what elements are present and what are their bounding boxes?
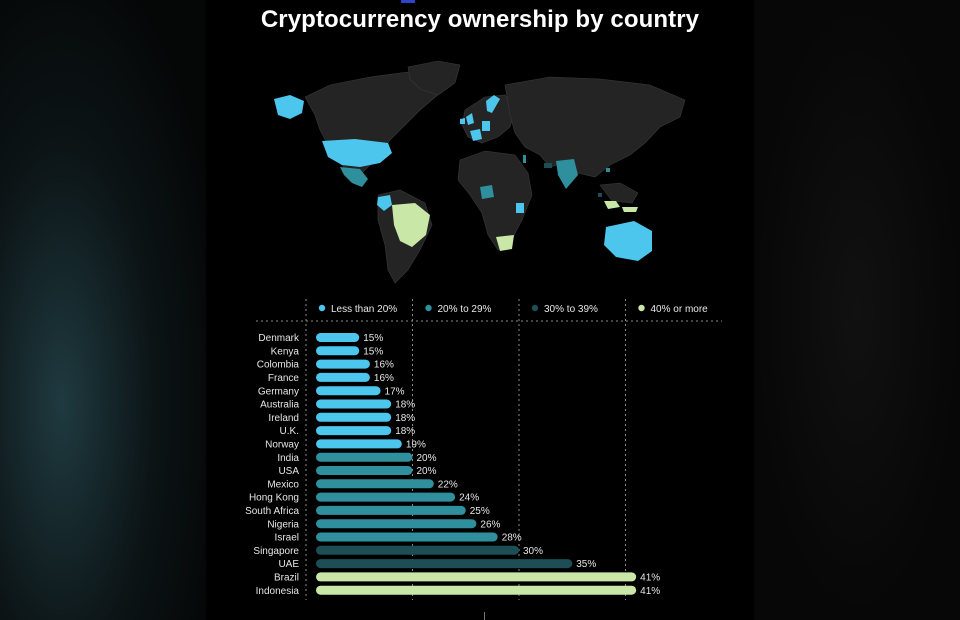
legend-label-2: 30% to 39% [544,304,598,315]
category-label: Mexico [267,479,299,490]
category-label: Australia [260,400,299,411]
value-label: 18% [395,400,415,411]
category-label: Denmark [258,333,300,344]
legend-swatch-1 [425,304,432,312]
category-label: USA [278,466,299,477]
map-norway [486,95,500,113]
map-colombia [377,195,392,211]
map-alaska [274,95,304,119]
map-brazil [392,203,430,247]
bar-brazil [316,572,637,582]
bar-australia [316,399,392,409]
category-label: Brazil [274,573,299,584]
chart-title: Cryptocurrency ownership by country [260,6,700,33]
map-greenland [407,60,461,96]
category-label: India [277,453,299,464]
bar-israel [316,532,498,542]
value-label: 15% [363,333,383,344]
value-label: 41% [640,586,660,597]
bar-indonesia [316,585,637,595]
map-uk [466,113,474,125]
category-label: Colombia [257,360,300,371]
bar-india [316,452,413,462]
bar-south-africa [316,505,466,515]
value-label: 35% [576,559,596,570]
value-label: 26% [480,519,500,530]
value-label: 18% [395,413,415,424]
value-label: 15% [363,346,383,357]
bar-france [316,372,370,382]
category-label: South Africa [245,506,299,517]
legend-swatch-0 [318,304,326,312]
category-label: UAE [278,559,299,570]
legend-label-3: 40% or more [651,304,709,315]
map-uae [544,163,552,168]
map-se-asia [599,182,639,204]
category-label: France [268,373,300,384]
bar-denmark [316,333,360,342]
map-israel [523,155,526,163]
bar-ireland [316,412,392,422]
category-label: Israel [275,533,299,544]
value-label: 25% [470,506,490,517]
map-australia [604,221,652,261]
value-label: 22% [438,479,458,490]
bar-usa [316,466,413,475]
category-label: Ireland [268,413,299,424]
value-label: 41% [640,573,660,584]
category-label: Indonesia [256,586,300,597]
value-label: 30% [523,546,543,557]
map-india [556,159,578,189]
bar-singapore [316,545,519,555]
bar-uae [316,559,573,569]
bar-germany [316,386,381,396]
value-label: 16% [374,373,394,384]
map-ireland [460,118,465,124]
map-singapore [598,193,602,197]
value-label: 18% [395,426,415,437]
bar-kenya [316,346,360,356]
value-label: 20% [417,466,437,477]
map-kenya [516,203,524,213]
top-accent-mark [401,0,415,3]
category-label: Nigeria [267,519,299,530]
category-label: Norway [265,440,299,451]
map-germany [482,121,490,131]
value-label: 16% [374,360,394,371]
category-label: Kenya [271,346,300,357]
map-mexico [340,167,368,187]
background-right [754,0,960,620]
bar-nigeria [316,519,477,529]
map-france [470,129,482,141]
category-label: Singapore [253,546,299,557]
legend-swatch-2 [531,304,539,312]
world-map [274,60,686,284]
map-asia [504,76,686,178]
value-label: 20% [417,453,437,464]
legend-swatch-3 [638,304,645,312]
value-label: 17% [385,386,405,397]
category-label: U.K. [280,426,299,437]
background-left [0,0,206,620]
legend-label-0: Less than 20% [331,304,397,315]
value-label: 19% [406,440,426,451]
category-label: Hong Kong [249,493,299,504]
bar-u-k- [316,426,392,436]
bar-mexico [316,479,434,489]
value-label: 28% [502,533,522,544]
bar-hong-kong [316,492,456,502]
bar-colombia [316,359,370,369]
map-south-africa [496,235,514,251]
bottom-tick-mark [484,612,485,620]
map-usa [322,139,392,167]
legend-label-1: 20% to 29% [438,304,492,315]
map-indonesia [604,201,638,212]
map-nigeria [480,185,494,199]
category-label: Germany [258,386,299,397]
bar-norway [316,439,402,449]
map-hong-kong [606,168,610,172]
value-label: 24% [459,493,479,504]
